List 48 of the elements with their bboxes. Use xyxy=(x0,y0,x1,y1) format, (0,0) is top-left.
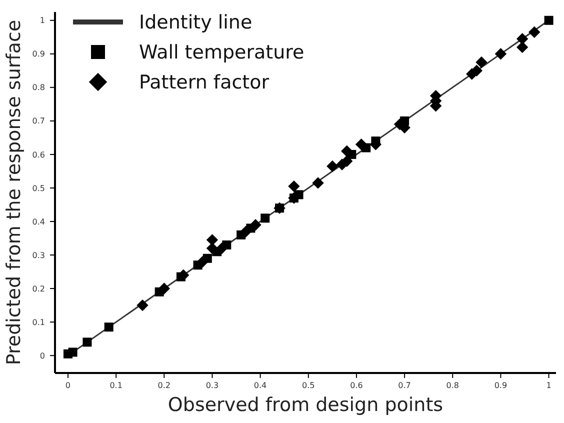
x-tick-label: 0.1 xyxy=(110,381,122,390)
y-axis-title: Predicted from the response surface xyxy=(3,20,25,366)
point xyxy=(341,155,353,168)
y-tick-label: 0.9 xyxy=(32,50,45,59)
x-tick-label: 0.7 xyxy=(398,381,411,390)
point xyxy=(158,282,170,294)
point xyxy=(82,338,92,347)
x-tick-label: 0 xyxy=(65,381,71,390)
y-tick-label: 0 xyxy=(40,351,45,360)
x-tick-label: 0.4 xyxy=(254,381,267,390)
point xyxy=(260,214,270,223)
point xyxy=(240,226,252,238)
x-tick-label: 0.5 xyxy=(302,381,315,390)
point xyxy=(104,322,114,332)
x-tick-label: 1 xyxy=(546,381,552,390)
y-tick-label: 0.4 xyxy=(32,217,45,226)
y-tick-label: 0.8 xyxy=(32,83,45,92)
point xyxy=(494,48,507,60)
legend-label: Identity line xyxy=(139,12,252,34)
point xyxy=(206,234,218,246)
legend-label: Pattern factor xyxy=(139,72,270,94)
point xyxy=(341,145,353,157)
point xyxy=(326,160,338,172)
y-tick-label: 0.2 xyxy=(32,284,45,294)
x-tick-label: 0.2 xyxy=(158,381,171,390)
point xyxy=(476,56,488,68)
point xyxy=(68,348,78,357)
x-tick-label: 0.3 xyxy=(206,381,219,390)
y-tick-label: 0.5 xyxy=(32,184,45,193)
x-tick-label: 0.9 xyxy=(494,381,508,390)
point xyxy=(216,242,228,254)
point xyxy=(136,299,148,312)
y-tick-label: 0.1 xyxy=(32,318,45,327)
legend-label: Wall temperature xyxy=(139,42,304,64)
point xyxy=(312,177,324,189)
point xyxy=(196,256,208,268)
y-tick-label: 0.3 xyxy=(32,250,45,260)
point xyxy=(544,16,554,25)
point xyxy=(528,26,540,38)
y-tick-label: 1 xyxy=(40,16,45,26)
x-axis-title: Observed from design points xyxy=(168,394,444,416)
point xyxy=(288,180,300,192)
y-tick-label: 0.7 xyxy=(32,116,45,126)
y-tick-label: 0.6 xyxy=(32,150,45,160)
point xyxy=(250,218,262,231)
x-tick-label: 0.6 xyxy=(350,381,363,390)
point xyxy=(355,138,368,150)
x-tick-label: 0.8 xyxy=(446,381,459,390)
